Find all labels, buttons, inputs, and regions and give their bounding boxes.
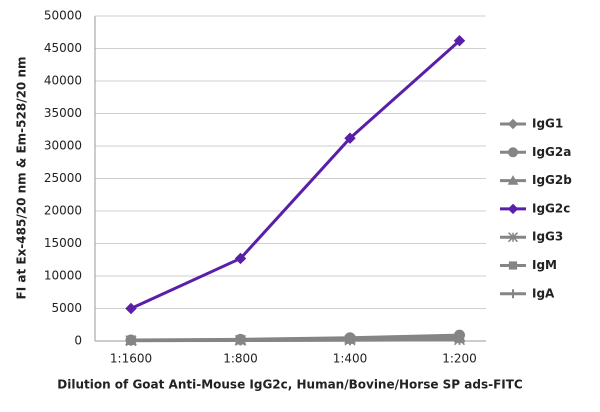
y-tick-label: 45000 [44,41,82,55]
y-tick-label: 20000 [44,204,82,218]
y-tick-label: 30000 [44,139,82,153]
legend-label: IgG2a [532,145,571,159]
x-tick-label: 1:400 [333,352,368,366]
data-line [130,39,461,310]
legend-label: IgG1 [532,117,563,131]
y-tick-label: 0 [74,334,82,348]
marker [234,252,247,265]
marker [507,175,519,185]
marker [126,335,136,346]
y-axis-label: FI at Ex-485/20 nm & Em-528/20 nm [15,57,29,300]
marker [453,34,466,47]
marker [345,335,355,346]
legend-label: IgG3 [532,230,563,244]
marker [125,302,137,315]
y-tick-label: 25000 [44,171,82,185]
marker [508,147,518,158]
data-line [130,338,460,343]
legend-label: IgG2c [532,201,570,215]
marker [507,232,519,243]
marker [235,335,246,346]
x-axis-label: Dilution of Goat Anti-Mouse IgG2c, Human… [57,378,523,392]
marker [454,334,465,345]
legend-label: IgA [532,286,555,300]
y-tick-label: 35000 [44,106,82,120]
legend-label: IgG2b [532,173,572,187]
marker [344,132,356,144]
marker [507,118,519,130]
y-tick-label: 40000 [44,74,82,88]
y-tick-label: 50000 [44,9,82,23]
marker [507,203,519,215]
y-tick-label: 10000 [44,269,82,283]
x-tick-label: 1:1600 [110,352,152,366]
y-tick-label: 5000 [51,301,82,315]
y-tick-label: 15000 [44,236,82,250]
x-tick-label: 1:200 [442,352,477,366]
legend-label: IgM [532,258,557,272]
marker [508,261,518,270]
x-tick-label: 1:800 [223,352,258,366]
marker [508,289,518,299]
